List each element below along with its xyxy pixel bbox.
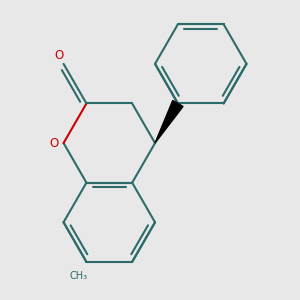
Text: O: O (49, 136, 58, 150)
Polygon shape (155, 100, 183, 143)
Text: O: O (54, 49, 63, 62)
Text: CH₃: CH₃ (69, 271, 88, 281)
